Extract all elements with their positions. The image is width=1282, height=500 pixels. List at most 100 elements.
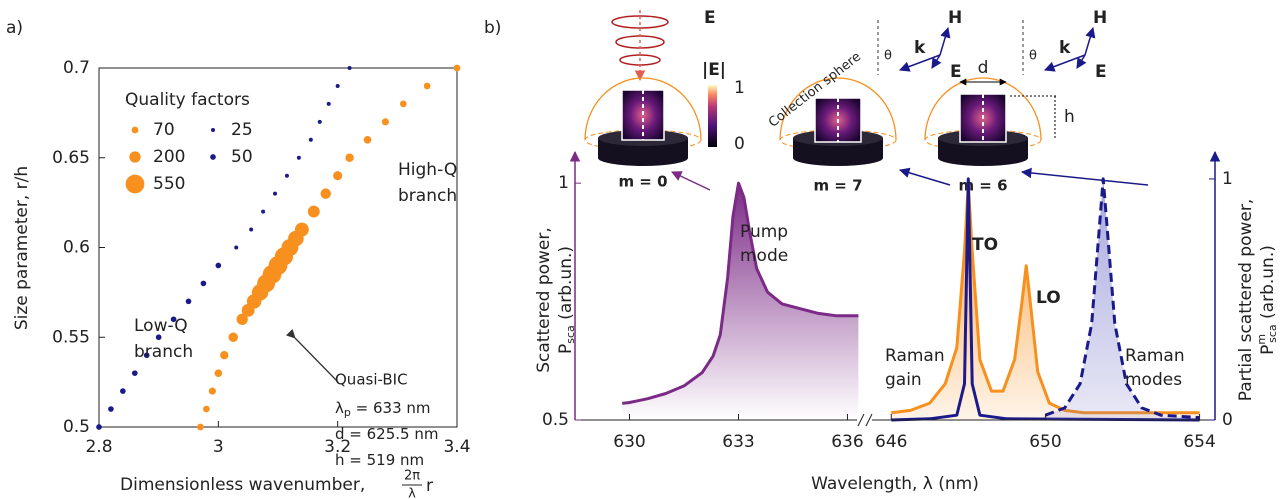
y-tick-label: 0.7 <box>63 58 90 78</box>
field-label: H <box>1093 8 1107 28</box>
scatter-point <box>309 138 313 142</box>
x-axis-label: Wavelength, λ (nm) <box>811 474 979 494</box>
label-part: P <box>556 344 576 354</box>
annotation-part: d = 625.5 nm <box>335 425 438 443</box>
cylinder <box>585 78 701 166</box>
pointer <box>672 172 710 190</box>
x-label-part: r <box>426 476 433 496</box>
cylinder <box>780 78 896 166</box>
annotation-part: = 633 nm <box>351 399 431 417</box>
y-tick-label: 1 <box>1222 169 1233 189</box>
field-label: E <box>1095 62 1107 82</box>
y-tick-label: 0 <box>1222 410 1233 430</box>
legend-marker <box>126 175 145 194</box>
scatter-point <box>209 388 216 395</box>
scatter-point <box>249 228 253 232</box>
label-part: P <box>1258 345 1278 355</box>
annotation: High-Q <box>398 160 457 180</box>
pump-rings <box>612 10 668 80</box>
scatter-point <box>318 120 322 124</box>
annotation: λp = 633 nm <box>335 399 431 420</box>
scatter-point <box>273 192 277 196</box>
legend-marker <box>211 128 215 132</box>
x-tick-label: 630 <box>613 432 645 452</box>
field-label: θ <box>884 49 892 64</box>
axis-break <box>858 414 872 426</box>
annotation-part: h = 519 nm <box>335 451 424 469</box>
pointer <box>1022 172 1148 185</box>
scatter-point <box>132 370 138 376</box>
x-tick-label: 636 <box>831 432 863 452</box>
scatter-point <box>108 406 114 412</box>
scatter-point <box>215 369 223 377</box>
y-axis-label: Partial scattered power, <box>1236 199 1256 401</box>
annotation: Pump <box>740 222 788 242</box>
x-axis-label: Dimensionless wavenumber, <box>120 475 365 495</box>
y-tick-label: 0.6 <box>63 238 90 258</box>
y-tick-label: 0.55 <box>52 327 90 347</box>
scatter-point <box>400 101 407 108</box>
label-part: sca <box>564 325 577 344</box>
scatter-point <box>201 281 207 287</box>
annotation-part: p <box>344 406 351 419</box>
mode-label: m = 6 <box>958 177 1007 195</box>
scatter-point <box>120 388 126 394</box>
scatter-point <box>297 156 301 160</box>
scatter-point <box>345 154 353 162</box>
legend-label: 70 <box>153 120 175 140</box>
y-axis-label: Size parameter, r/h <box>12 166 32 330</box>
scatter-point <box>234 246 238 250</box>
annotation: Quasi-BIC <box>335 371 408 389</box>
x-label-part: λ <box>408 487 416 500</box>
annotation: h = 519 nm <box>335 451 424 469</box>
annotation: d = 625.5 nm <box>335 425 438 443</box>
scatter-point <box>333 171 342 180</box>
x-tick-label: 3.4 <box>443 437 470 457</box>
scatter-point <box>203 406 210 413</box>
mode-label: m = 0 <box>618 173 667 191</box>
legend-label: 550 <box>153 174 185 194</box>
dimension-label: d <box>978 58 989 78</box>
scatter-point <box>364 136 372 144</box>
legend-marker <box>210 154 216 160</box>
scatter-point <box>295 223 309 237</box>
scatter-point <box>424 83 431 90</box>
dimension-label: h <box>1064 107 1075 127</box>
scatter-point <box>220 351 228 359</box>
field-label: θ <box>1029 49 1037 64</box>
x-tick-label: 633 <box>722 432 754 452</box>
area <box>622 183 858 420</box>
annotation: gain <box>885 370 922 390</box>
legend-label: 50 <box>231 147 253 167</box>
field-label: E <box>950 62 962 82</box>
y-axis-label: Pmsca (arb.un.) <box>1255 245 1279 355</box>
mode-label: m = 7 <box>813 177 862 195</box>
x-tick-label: 650 <box>1029 432 1061 452</box>
y-tick-label: 1 <box>558 173 569 193</box>
annotation: LO <box>1036 288 1061 308</box>
scatter-point <box>327 102 331 106</box>
y-tick-label: 0.65 <box>52 148 90 168</box>
colorbar <box>708 85 717 147</box>
scatter-point <box>382 118 389 125</box>
annotation: branch <box>134 342 193 362</box>
field-label: k <box>914 38 926 58</box>
annotation: Low-Q <box>134 316 188 336</box>
y-tick-label: 0.5 <box>542 410 569 430</box>
panel-label: b) <box>484 18 501 38</box>
x-tick-label: 654 <box>1183 432 1215 452</box>
panel-label: a) <box>6 18 23 38</box>
annotation-part: λ <box>335 399 344 417</box>
y-axis-label: Psca (arb.un.) <box>556 246 577 354</box>
colorbar-label: 0 <box>734 134 745 154</box>
figure: m = 0m = 7m = 6|E|10ECollection spheredh… <box>0 0 1282 500</box>
field-label: k <box>1059 38 1071 58</box>
colorbar-title: |E| <box>702 60 726 80</box>
annotation: mode <box>740 246 788 266</box>
legend-label: 25 <box>231 120 253 140</box>
y-axis-label: Scattered power, <box>534 227 554 373</box>
field-label: H <box>948 8 962 28</box>
annotation: branch <box>398 186 457 206</box>
scatter-point <box>336 84 340 88</box>
scatter-point <box>197 424 204 431</box>
